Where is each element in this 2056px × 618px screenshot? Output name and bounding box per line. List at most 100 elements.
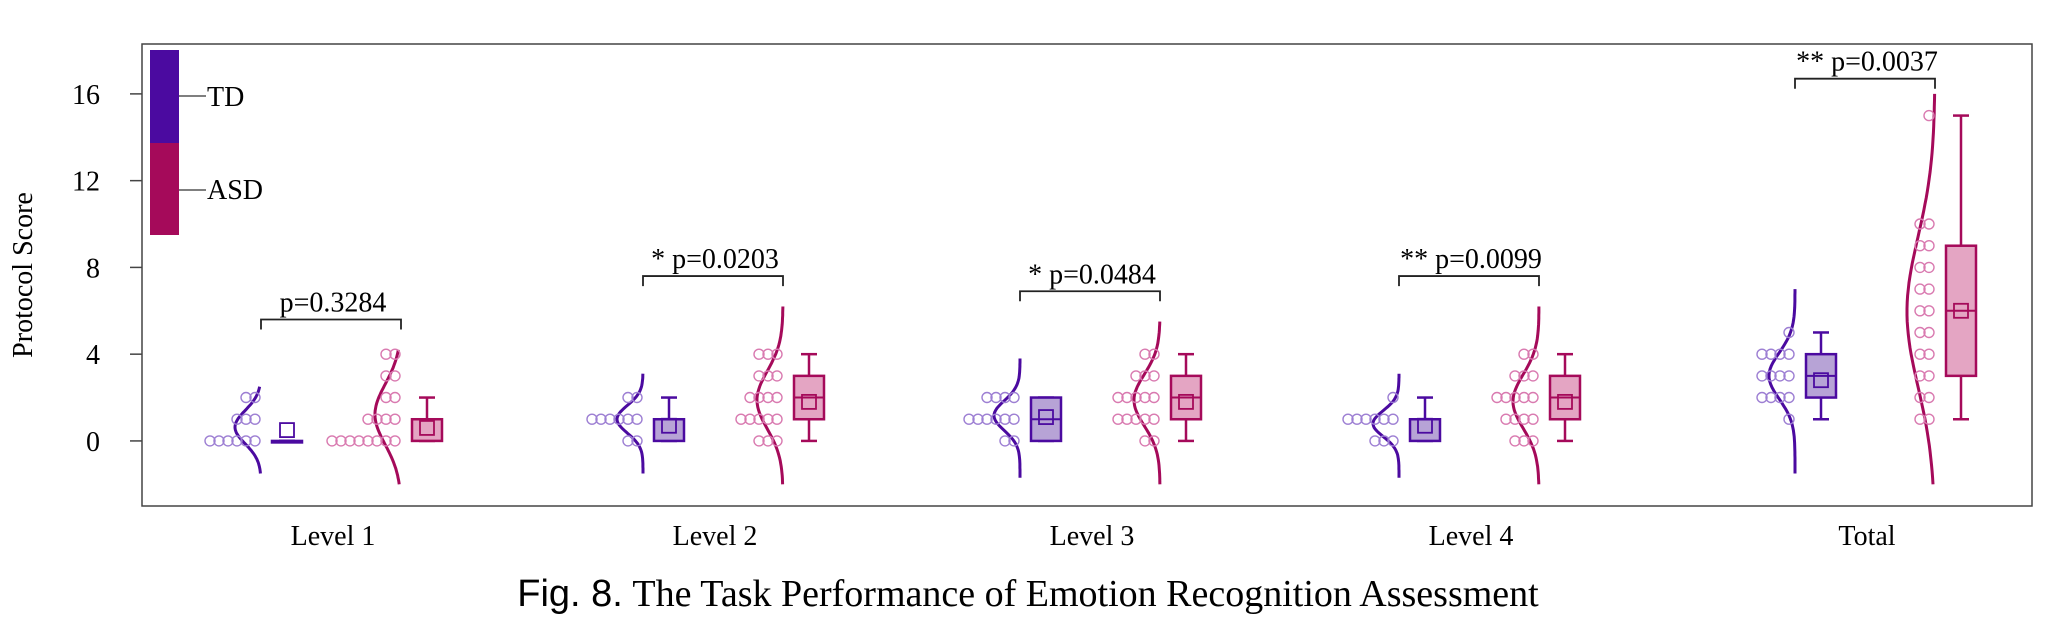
asd-data-point: [1914, 261, 1926, 274]
td-data-point: [1387, 435, 1399, 447]
asd-data-point: [1923, 283, 1935, 295]
asd-data-point: [1139, 391, 1151, 404]
td-data-point: [613, 413, 625, 425]
asd-density-curve: [755, 306, 785, 485]
td-data-point: [249, 435, 261, 447]
td-data-point: [631, 391, 643, 404]
asd-data-point: [1130, 391, 1142, 404]
td-data-point: [240, 413, 252, 425]
asd-data-point: [362, 435, 374, 447]
significance-label: * p=0.0484: [1028, 259, 1156, 290]
asd-density-curve: [1132, 321, 1162, 485]
td-data-point: [249, 413, 261, 425]
asd-data-point: [1112, 413, 1124, 425]
td-box: [270, 439, 304, 444]
asd-data-point: [389, 348, 401, 360]
asd-data-point: [1112, 391, 1124, 404]
asd-data-point: [753, 348, 765, 360]
asd-data-point: [753, 435, 765, 447]
asd-data-point: [1148, 435, 1160, 447]
figure-caption: Fig. 8. The Task Performance of Emotion …: [0, 572, 2056, 616]
asd-data-point: [1923, 326, 1935, 339]
mean-marker: [1417, 417, 1433, 434]
asd-data-point: [1518, 413, 1530, 425]
mean-marker: [1038, 409, 1054, 425]
x-tick-label: Level 3: [1050, 521, 1135, 552]
td-data-point: [604, 413, 616, 425]
asd-data-point: [1139, 348, 1151, 360]
td-data-point: [1008, 391, 1020, 404]
td-data-point: [1378, 413, 1390, 425]
td-box: [1408, 417, 1442, 443]
asd-data-point: [1914, 413, 1926, 425]
x-tick-label: Level 2: [673, 521, 758, 552]
mean-marker: [1178, 393, 1194, 410]
td-data-point: [990, 413, 1002, 425]
significance-label: p=0.3284: [280, 287, 387, 318]
asd-data-point: [1923, 413, 1935, 425]
asd-data-point: [744, 391, 756, 404]
td-data-point: [1756, 348, 1768, 360]
td-data-point: [1008, 413, 1020, 425]
asd-data-point: [762, 348, 774, 360]
category-group: ** p=0.0037 Total: [1756, 47, 1978, 552]
asd-data-point: [753, 370, 765, 382]
td-data-point: [1387, 391, 1399, 404]
mean-marker: [1813, 372, 1829, 389]
td-data-point: [1008, 435, 1020, 447]
asd-data-point: [771, 413, 783, 425]
td-density-curve: [233, 386, 262, 474]
asd-data-point: [380, 413, 392, 425]
asd-density-curve: [1905, 93, 1937, 485]
asd-data-point: [1914, 239, 1926, 252]
td-data-point: [622, 391, 634, 404]
td-data-point: [999, 391, 1011, 404]
td-data-point: [1387, 413, 1399, 425]
td-data-point: [1351, 413, 1363, 425]
td-data-point: [1369, 435, 1381, 447]
td-data-point: [1765, 348, 1777, 360]
asd-data-point: [1914, 305, 1926, 317]
asd-data-point: [1914, 283, 1926, 295]
caption-title: The Task Performance of Emotion Recognit…: [632, 573, 1539, 615]
asd-data-point: [380, 391, 392, 404]
mean-marker: [661, 417, 677, 434]
td-data-point: [1774, 370, 1786, 382]
td-data-point: [981, 413, 993, 425]
asd-data-point: [1121, 391, 1133, 404]
asd-data-point: [371, 435, 383, 447]
asd-data-point: [1914, 391, 1926, 404]
asd-data-point: [1500, 391, 1512, 404]
asd-data-point: [1923, 391, 1935, 404]
td-data-point: [990, 391, 1002, 404]
mean-marker: [1557, 393, 1573, 410]
asd-data-point: [380, 435, 392, 447]
significance-bracket: [1019, 290, 1161, 302]
td-density-curve: [1767, 289, 1797, 474]
td-data-point: [622, 435, 634, 447]
asd-data-point: [389, 391, 401, 404]
td-data-point: [213, 435, 225, 447]
mean-marker: [419, 420, 435, 436]
asd-data-point: [735, 413, 747, 425]
significance-bracket: [1398, 275, 1540, 287]
asd-data-point: [762, 435, 774, 447]
asd-data-point: [771, 435, 783, 447]
asd-data-point: [1148, 348, 1160, 360]
asd-data-point: [762, 370, 774, 382]
td-data-point: [999, 435, 1011, 447]
asd-data-point: [1923, 261, 1935, 274]
asd-data-point: [1923, 109, 1935, 122]
asd-data-point: [753, 391, 765, 404]
legend: TD ASD: [150, 50, 263, 235]
category-group: p=0.3284 Level 1: [204, 287, 444, 552]
td-data-point: [249, 391, 261, 404]
category-group: ** p=0.0099 Level 4: [1342, 244, 1582, 552]
asd-data-point: [344, 435, 356, 447]
td-data-point: [1765, 391, 1777, 404]
significance-label: ** p=0.0037: [1796, 47, 1938, 78]
asd-data-point: [744, 413, 756, 425]
legend-label-asd: ASD: [207, 175, 263, 206]
significance-bracket: [260, 318, 402, 330]
td-box: [652, 417, 686, 443]
